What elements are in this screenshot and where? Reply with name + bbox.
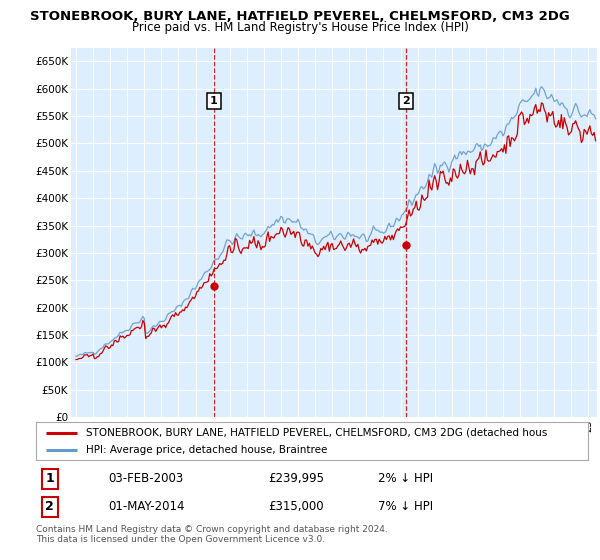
Text: £239,995: £239,995 [268,472,324,486]
Text: 1: 1 [210,96,218,106]
Text: 2% ↓ HPI: 2% ↓ HPI [378,472,433,486]
Text: 2: 2 [402,96,410,106]
Text: 2: 2 [46,500,54,514]
Text: Contains HM Land Registry data © Crown copyright and database right 2024.: Contains HM Land Registry data © Crown c… [36,525,388,534]
Text: STONEBROOK, BURY LANE, HATFIELD PEVEREL, CHELMSFORD, CM3 2DG (detached hous: STONEBROOK, BURY LANE, HATFIELD PEVEREL,… [86,427,547,437]
Text: 01-MAY-2014: 01-MAY-2014 [108,500,184,514]
Text: HPI: Average price, detached house, Braintree: HPI: Average price, detached house, Brai… [86,445,327,455]
Text: 1: 1 [46,472,54,486]
Text: STONEBROOK, BURY LANE, HATFIELD PEVEREL, CHELMSFORD, CM3 2DG: STONEBROOK, BURY LANE, HATFIELD PEVEREL,… [30,10,570,22]
Text: This data is licensed under the Open Government Licence v3.0.: This data is licensed under the Open Gov… [36,535,325,544]
Text: 03-FEB-2003: 03-FEB-2003 [108,472,183,486]
Text: Price paid vs. HM Land Registry's House Price Index (HPI): Price paid vs. HM Land Registry's House … [131,21,469,34]
Text: £315,000: £315,000 [268,500,323,514]
Text: 7% ↓ HPI: 7% ↓ HPI [378,500,433,514]
